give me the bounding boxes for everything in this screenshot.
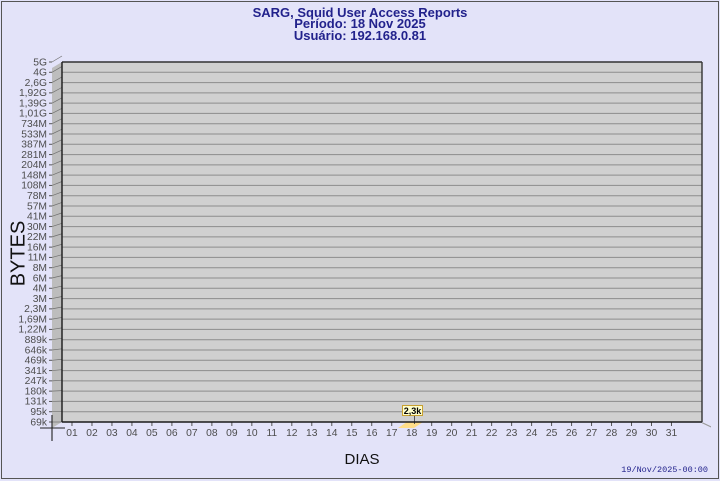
svg-text:11: 11 <box>266 428 277 439</box>
svg-text:15: 15 <box>346 428 358 439</box>
svg-text:08: 08 <box>206 428 218 439</box>
svg-text:26: 26 <box>566 428 578 439</box>
svg-text:13: 13 <box>306 428 318 439</box>
svg-text:20: 20 <box>446 428 458 439</box>
svg-text:09: 09 <box>226 428 238 439</box>
svg-text:31: 31 <box>666 428 678 439</box>
svg-text:21: 21 <box>466 428 478 439</box>
svg-text:27: 27 <box>586 428 598 439</box>
svg-text:01: 01 <box>66 428 78 439</box>
svg-text:14: 14 <box>326 428 338 439</box>
svg-text:69k: 69k <box>30 417 47 428</box>
svg-text:07: 07 <box>186 428 198 439</box>
svg-text:22: 22 <box>486 428 498 439</box>
svg-text:28: 28 <box>606 428 618 439</box>
svg-text:10: 10 <box>246 428 258 439</box>
svg-text:02: 02 <box>86 428 98 439</box>
svg-text:03: 03 <box>106 428 118 439</box>
svg-text:25: 25 <box>546 428 558 439</box>
svg-text:06: 06 <box>166 428 178 439</box>
svg-text:04: 04 <box>126 428 138 439</box>
svg-text:19: 19 <box>426 428 438 439</box>
svg-text:30: 30 <box>646 428 658 439</box>
svg-text:12: 12 <box>286 428 298 439</box>
svg-text:16: 16 <box>366 428 378 439</box>
svg-text:05: 05 <box>146 428 158 439</box>
svg-text:23: 23 <box>506 428 518 439</box>
svg-text:17: 17 <box>386 428 398 439</box>
svg-text:29: 29 <box>626 428 638 439</box>
svg-text:18: 18 <box>406 428 418 439</box>
svg-text:24: 24 <box>526 428 538 439</box>
